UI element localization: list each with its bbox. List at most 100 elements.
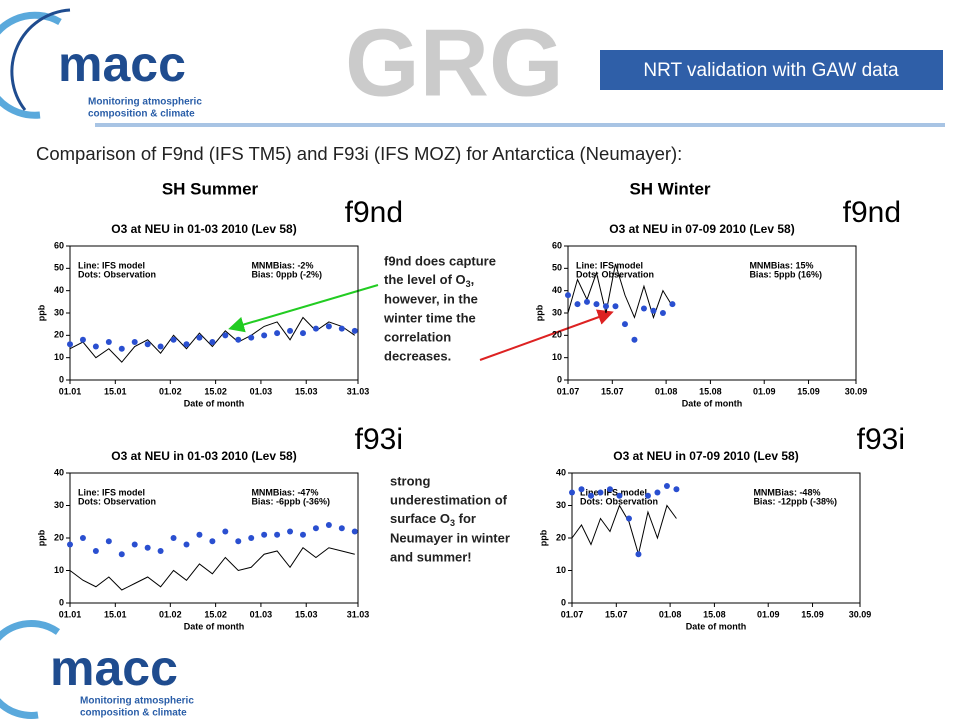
y-tick-label: 20 (54, 532, 64, 542)
observation-dot (663, 483, 670, 489)
x-tick-label: 31.03 (347, 609, 370, 619)
observation-dot (587, 492, 594, 499)
observation-dot (325, 323, 332, 330)
observation-dot (248, 535, 255, 541)
chart: O3 at NEU in 07-09 2010 (Lev 58) f93i 0 10 2… (538, 423, 905, 631)
x-tick-label: 01.02 (159, 386, 182, 396)
y-tick-label: 40 (54, 467, 64, 477)
x-tick-label: 01.01 (59, 386, 82, 396)
arrow (479, 309, 614, 361)
observation-dot (654, 489, 661, 496)
model-line (571, 504, 677, 555)
chart-title: O3 at NEU in 07-09 2010 (Lev 58) (609, 222, 794, 236)
observation-dot (299, 330, 306, 337)
observation-dot (144, 544, 151, 551)
model-line (69, 316, 356, 363)
x-axis-label: Date of month (184, 398, 245, 408)
x-tick-label: 31.03 (347, 386, 370, 396)
note: f9nd does capture the level of O3, howev… (383, 253, 496, 363)
observation-dot (299, 531, 306, 538)
x-tick-label: 30.09 (849, 609, 872, 619)
subscript: 3 (466, 279, 471, 289)
observation-dot (131, 541, 138, 548)
logo-bottom: macc Monitoring atmospheric composition … (0, 619, 194, 719)
observation-dot (565, 292, 571, 299)
observation-dot (616, 492, 623, 499)
logo-tagline: composition & climate (88, 109, 195, 120)
logo-name: macc (58, 36, 186, 92)
header-box (600, 50, 943, 90)
observation-dot (222, 332, 229, 339)
chart: O3 at NEU in 07-09 2010 (Lev 58) f9nd 0 10 2… (534, 196, 901, 408)
observation-dot (170, 535, 177, 541)
legend-entry: Dots: Observation (576, 269, 654, 279)
y-tick-label: 50 (552, 263, 562, 273)
observation-dot (67, 541, 73, 548)
legend-entry: Dots: Observation (78, 496, 156, 506)
observation-dot (625, 515, 632, 522)
logo-arc (0, 11, 62, 119)
observation-dot (235, 336, 242, 343)
observation-dot (144, 341, 151, 348)
y-axis-label: ppb (36, 304, 46, 321)
observation-dot (635, 551, 642, 558)
note-text: correlation (384, 329, 451, 344)
chart-tag: f93i (857, 423, 905, 456)
chart-tag: f93i (355, 423, 403, 456)
observation-dot (235, 538, 242, 545)
y-tick-label: 20 (552, 330, 562, 340)
x-tick-label: 15.08 (703, 609, 726, 619)
subtitle: Comparison of F9nd (IFS TM5) and F93i (I… (36, 143, 682, 164)
note-text: and summer! (390, 549, 472, 564)
observation-dot (183, 541, 190, 548)
note-text: strong (390, 473, 431, 488)
observation-dot (118, 345, 125, 352)
y-tick-label: 0 (59, 597, 64, 607)
observation-dot (287, 528, 294, 535)
y-axis-label: ppb (534, 304, 544, 321)
observation-dot (578, 486, 585, 493)
y-tick-label: 40 (556, 467, 566, 477)
y-tick-label: 40 (54, 285, 64, 295)
observation-dot (118, 551, 125, 558)
y-tick-label: 50 (54, 263, 64, 273)
x-tick-label: 15.03 (295, 609, 318, 619)
stat-label: Bias: -6ppb (-36%) (251, 496, 330, 506)
header-rule (95, 123, 945, 127)
x-tick-label: 01.03 (250, 386, 273, 396)
chart-tag: f9nd (345, 196, 403, 229)
observation-dot (105, 538, 112, 545)
observation-dot (67, 341, 73, 348)
y-tick-label: 0 (557, 374, 562, 384)
legend-entry: Line: IFS model (580, 487, 647, 497)
note-text: f9nd does capture (384, 253, 496, 268)
note-text: however, in the (384, 291, 478, 306)
observation-dot (79, 336, 86, 343)
logo-arc (0, 619, 61, 719)
x-tick-label: 15.03 (295, 386, 318, 396)
x-tick-label: 01.03 (250, 609, 273, 619)
stat-label: Bias: 0ppb (-2%) (251, 269, 322, 279)
observation-dot (631, 336, 638, 343)
observation-dot (222, 528, 229, 535)
y-tick-label: 30 (54, 500, 64, 510)
y-tick-label: 0 (561, 597, 566, 607)
observation-dot (644, 492, 651, 499)
note-text: surface O3 for (390, 511, 476, 528)
logo-tagline: composition & climate (80, 708, 187, 719)
y-tick-label: 10 (54, 565, 64, 575)
y-tick-label: 60 (552, 240, 562, 250)
y-tick-label: 20 (556, 532, 566, 542)
observation-dot (338, 325, 345, 332)
model-line (69, 547, 355, 591)
arrow (228, 284, 379, 333)
y-tick-label: 60 (54, 240, 64, 250)
observation-dot (621, 321, 628, 328)
y-tick-label: 10 (556, 565, 566, 575)
x-tick-label: 15.09 (797, 386, 820, 396)
stat-label: MNMBias: 15% (749, 260, 813, 270)
y-axis-label: ppb (36, 529, 46, 546)
logo-tagline: Monitoring atmospheric (88, 97, 202, 108)
chart: O3 at NEU in 01-03 2010 (Lev 58) f9nd 0 10 2… (36, 196, 403, 408)
x-tick-label: 01.09 (757, 609, 780, 619)
